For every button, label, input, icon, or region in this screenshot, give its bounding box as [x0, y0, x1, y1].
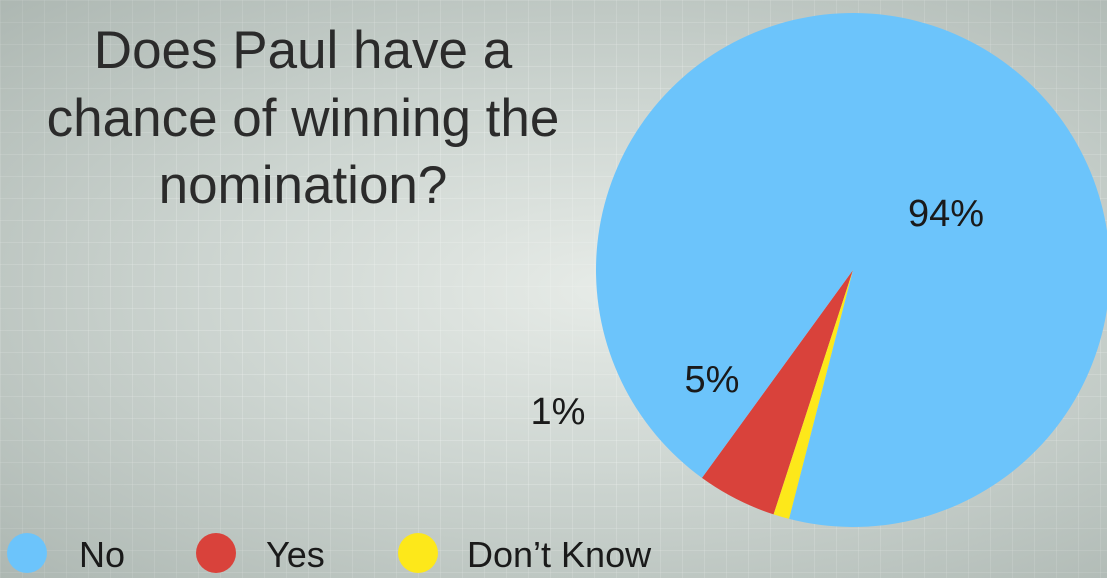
legend-label-no: No: [79, 534, 125, 575]
legend-marker-dont-know: [398, 533, 438, 573]
pie-slices: [596, 13, 1107, 527]
chart-title-line-3: nomination?: [159, 156, 448, 215]
legend-marker-yes: [196, 533, 236, 573]
pie-slice-yes: [701, 270, 853, 515]
slice-label-no: 94%: [908, 193, 984, 235]
legend-marker-no: [7, 533, 47, 573]
slice-label-yes: 5%: [685, 359, 740, 401]
chart-title-line-2: chance of winning the: [47, 89, 560, 148]
slice-label-dont-know: 1%: [531, 391, 586, 433]
chart-title-line-1: Does Paul have a: [94, 21, 513, 80]
legend-label-yes: Yes: [266, 534, 325, 575]
chart-title: Does Paul have a chance of winning the n…: [47, 21, 560, 215]
pie-slice-labels: 94% 5% 1%: [531, 193, 984, 433]
legend-label-dont-know: Don’t Know: [467, 534, 652, 575]
pie-slice-no: [596, 13, 1107, 527]
pie-slice-dont-know: [773, 270, 853, 519]
chart-legend: No Yes Don’t Know: [7, 533, 652, 575]
